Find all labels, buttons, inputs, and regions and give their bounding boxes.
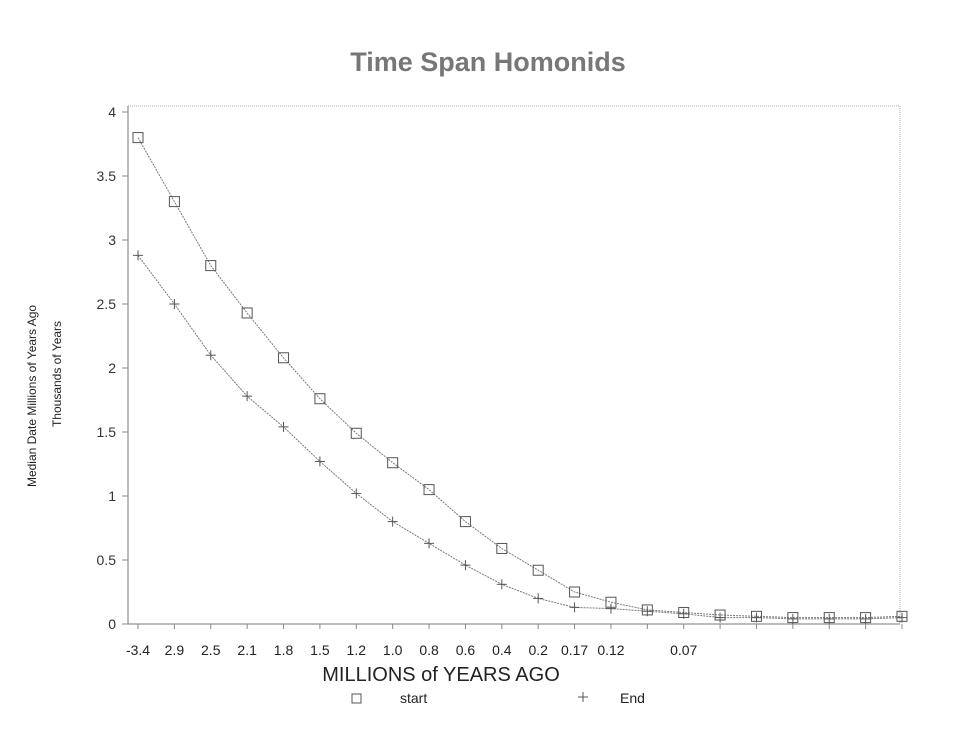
x-axis-label: MILLIONS of YEARS AGO bbox=[322, 664, 560, 686]
data-point-start bbox=[387, 457, 399, 469]
data-point-end bbox=[751, 612, 762, 623]
data-point-end bbox=[715, 612, 726, 623]
data-point-start bbox=[205, 260, 217, 272]
data-point-end bbox=[351, 488, 362, 499]
data-point-start bbox=[423, 484, 435, 496]
x-tick-label: 2.5 bbox=[201, 642, 221, 658]
data-point-end bbox=[424, 538, 435, 549]
legend: start End bbox=[351, 690, 645, 706]
series-line-end bbox=[137, 255, 903, 620]
x-tick-label: 1.0 bbox=[383, 642, 403, 658]
x-axis-ticks: -3.4 2.9 2.5 2.1 1.8 1.5 1.2 1.0 0.8 0.6 0.4 0.2 0.1… bbox=[126, 624, 903, 658]
x-tick-label: 0.12 bbox=[597, 642, 624, 658]
data-point-end bbox=[314, 456, 325, 467]
series-lines bbox=[137, 137, 903, 620]
data-point-end bbox=[824, 613, 835, 624]
series-markers bbox=[132, 132, 908, 624]
data-point-start bbox=[314, 393, 326, 405]
data-point-end bbox=[278, 421, 289, 432]
y-tick-label: 3 bbox=[108, 232, 116, 248]
plot-frame bbox=[127, 105, 901, 625]
data-point-end bbox=[605, 603, 616, 614]
data-point-end bbox=[533, 593, 544, 604]
data-point-end bbox=[460, 560, 471, 571]
data-point-start bbox=[278, 352, 290, 364]
y-axis-ticks: 0 0.5 1 1.5 2 2.5 3 3.5 4 bbox=[97, 104, 128, 632]
data-point-end bbox=[642, 606, 653, 617]
x-tick-label: 1.2 bbox=[347, 642, 367, 658]
y-axis-label-secondary: Thousands of Years bbox=[50, 321, 64, 427]
data-point-end bbox=[133, 250, 143, 261]
chart-title: Time Span Homonids bbox=[350, 47, 626, 77]
data-point-start bbox=[459, 516, 471, 528]
y-tick-label: 1.5 bbox=[97, 424, 117, 440]
data-point-start bbox=[132, 132, 144, 144]
data-point-end bbox=[569, 602, 580, 613]
x-tick-label: 0.2 bbox=[528, 642, 548, 658]
y-tick-label: 4 bbox=[108, 104, 116, 120]
data-point-end bbox=[242, 391, 253, 402]
x-tick-label: 2.1 bbox=[237, 642, 257, 658]
data-point-end bbox=[205, 350, 216, 361]
y-tick-label: 2.5 bbox=[97, 296, 117, 312]
y-tick-label: 3.5 bbox=[97, 168, 117, 184]
data-point-start bbox=[241, 307, 253, 319]
data-point-end bbox=[387, 516, 398, 527]
x-tick-label: -3.4 bbox=[126, 642, 150, 658]
y-tick-label: 1 bbox=[108, 488, 116, 504]
y-tick-label: 2 bbox=[108, 360, 116, 376]
y-axis-label: Median Date Millions of Years Ago bbox=[25, 305, 39, 487]
data-point-start bbox=[168, 196, 180, 208]
data-point-end bbox=[678, 608, 689, 619]
x-tick-label: 0.07 bbox=[670, 642, 697, 658]
data-point-start bbox=[350, 427, 362, 439]
legend-start-marker bbox=[351, 693, 362, 704]
legend-end-label: End bbox=[620, 690, 645, 706]
y-tick-label: 0 bbox=[108, 616, 116, 632]
x-tick-label: 1.5 bbox=[310, 642, 330, 658]
x-tick-label: 0.4 bbox=[492, 642, 512, 658]
legend-start-label: start bbox=[400, 690, 427, 706]
data-point-start bbox=[532, 564, 544, 576]
x-tick-label: 0.6 bbox=[456, 642, 476, 658]
legend-end-marker bbox=[578, 692, 588, 702]
data-point-end bbox=[169, 299, 180, 309]
x-tick-label: 1.8 bbox=[274, 642, 294, 658]
data-point-end bbox=[496, 579, 507, 590]
data-point-end bbox=[787, 613, 798, 624]
x-tick-label: 0.17 bbox=[561, 642, 588, 658]
data-point-end bbox=[860, 613, 871, 624]
x-tick-label: 2.9 bbox=[165, 642, 185, 658]
y-tick-label: 0.5 bbox=[97, 552, 117, 568]
series-line-start bbox=[137, 137, 903, 619]
x-tick-label: 0.8 bbox=[419, 642, 439, 658]
data-point-start bbox=[569, 586, 581, 598]
data-point-start bbox=[496, 542, 508, 554]
data-point-end bbox=[897, 612, 907, 623]
